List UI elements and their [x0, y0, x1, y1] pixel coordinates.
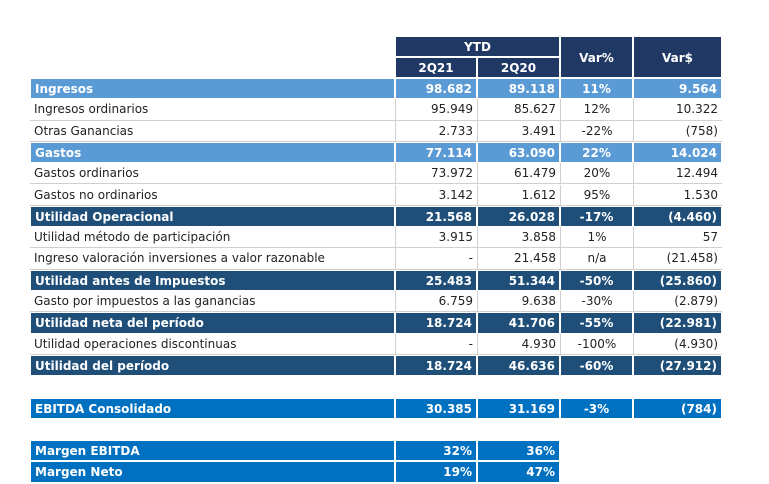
- value-cell: -60%: [560, 354, 633, 377]
- value-cell: 1.612: [477, 184, 560, 206]
- value-cell: 22%: [560, 141, 633, 164]
- row-label: Ingresos ordinarios: [30, 99, 395, 121]
- value-cell: 89.118: [477, 78, 560, 100]
- value-cell: 30.385: [395, 398, 477, 420]
- value-cell: 31.169: [477, 398, 560, 420]
- value-cell: 85.627: [477, 99, 560, 121]
- row-label: Otras Ganancias: [30, 120, 395, 142]
- value-cell: -50%: [560, 269, 633, 291]
- value-cell: 98.682: [395, 78, 477, 100]
- row-label: Utilidad del período: [30, 354, 395, 377]
- value-cell: 26.028: [477, 205, 560, 228]
- value-cell: 57: [633, 227, 722, 249]
- value-cell: 95.949: [395, 99, 477, 121]
- value-cell: 3.491: [477, 120, 560, 142]
- row-label: Gastos no ordinarios: [30, 184, 395, 206]
- value-cell: 41.706: [477, 312, 560, 334]
- value-cell: 10.322: [633, 99, 722, 121]
- row-label: Margen EBITDA: [30, 440, 395, 462]
- value-cell: 18.724: [395, 354, 477, 377]
- row-label: Gastos: [30, 141, 395, 164]
- value-cell: -3%: [560, 398, 633, 420]
- value-cell: (758): [633, 120, 722, 142]
- value-cell: (25.860): [633, 269, 722, 291]
- value-cell: 9.564: [633, 78, 722, 100]
- row-label: Ingreso valoración inversiones a valor r…: [30, 248, 395, 270]
- value-cell: 73.972: [395, 163, 477, 185]
- value-cell: -: [395, 333, 477, 355]
- row-label: EBITDA Consolidado: [30, 398, 395, 420]
- value-cell: 14.024: [633, 141, 722, 164]
- value-cell: 12.494: [633, 163, 722, 185]
- value-cell: (21.458): [633, 248, 722, 270]
- header-column: Var$: [633, 36, 722, 78]
- value-cell: n/a: [560, 248, 633, 270]
- row-label: Ingresos: [30, 78, 395, 100]
- row-label: Gastos ordinarios: [30, 163, 395, 185]
- value-cell: (27.912): [633, 354, 722, 377]
- value-cell: 3.858: [477, 227, 560, 249]
- value-cell: 51.344: [477, 269, 560, 291]
- value-cell: 19%: [395, 461, 477, 483]
- value-cell: 4.930: [477, 333, 560, 355]
- value-cell: 63.090: [477, 141, 560, 164]
- row-label: Margen Neto: [30, 461, 395, 483]
- value-cell: (22.981): [633, 312, 722, 334]
- value-cell: 95%: [560, 184, 633, 206]
- value-cell: 61.479: [477, 163, 560, 185]
- header-column: Var%: [560, 36, 633, 78]
- header-column: 2Q20: [477, 57, 560, 78]
- value-cell: 21.458: [477, 248, 560, 270]
- value-cell: (784): [633, 398, 722, 420]
- value-cell: (4.930): [633, 333, 722, 355]
- row-label: Utilidad operaciones discontinuas: [30, 333, 395, 355]
- value-cell: 77.114: [395, 141, 477, 164]
- value-cell: 18.724: [395, 312, 477, 334]
- value-cell: 3.915: [395, 227, 477, 249]
- row-label: Gasto por impuestos a las ganancias: [30, 291, 395, 313]
- value-cell: 11%: [560, 78, 633, 100]
- value-cell: (2.879): [633, 291, 722, 313]
- row-label: Utilidad método de participación: [30, 227, 395, 249]
- value-cell: 2.733: [395, 120, 477, 142]
- value-cell: 1%: [560, 227, 633, 249]
- value-cell: 20%: [560, 163, 633, 185]
- value-cell: 12%: [560, 99, 633, 121]
- value-cell: -30%: [560, 291, 633, 313]
- value-cell: 9.638: [477, 291, 560, 313]
- value-cell: (4.460): [633, 205, 722, 228]
- value-cell: 46.636: [477, 354, 560, 377]
- value-cell: 21.568: [395, 205, 477, 228]
- value-cell: 6.759: [395, 291, 477, 313]
- value-cell: 32%: [395, 440, 477, 462]
- value-cell: 3.142: [395, 184, 477, 206]
- row-label: Utilidad Operacional: [30, 205, 395, 228]
- header-group: YTD: [395, 36, 560, 57]
- value-cell: -17%: [560, 205, 633, 228]
- value-cell: 1.530: [633, 184, 722, 206]
- value-cell: 47%: [477, 461, 560, 483]
- value-cell: 36%: [477, 440, 560, 462]
- value-cell: -22%: [560, 120, 633, 142]
- value-cell: -100%: [560, 333, 633, 355]
- value-cell: 25.483: [395, 269, 477, 291]
- value-cell: -: [395, 248, 477, 270]
- row-label: Utilidad antes de Impuestos: [30, 269, 395, 291]
- row-label: Utilidad neta del período: [30, 312, 395, 334]
- header-column: 2Q21: [395, 57, 477, 78]
- value-cell: -55%: [560, 312, 633, 334]
